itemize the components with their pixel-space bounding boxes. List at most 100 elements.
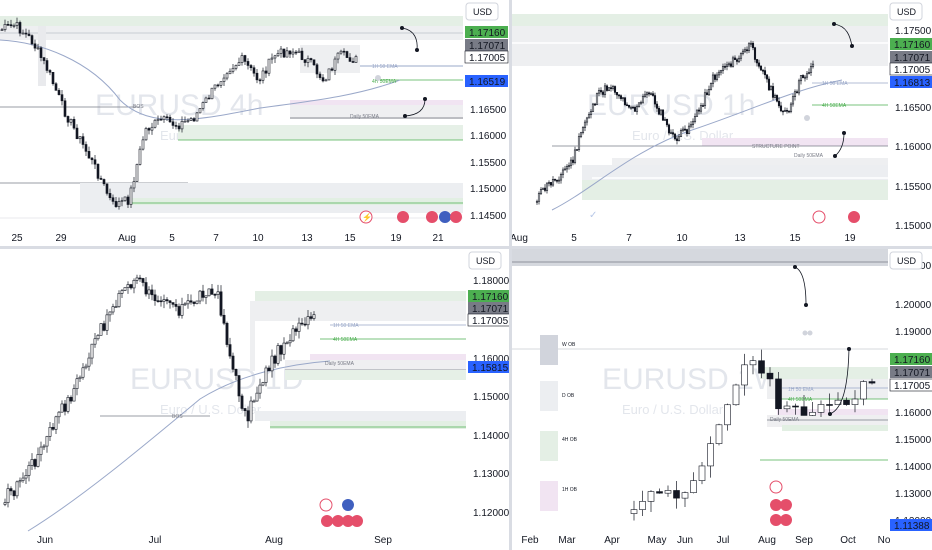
- event-us-flag-icon[interactable]: [770, 514, 782, 526]
- candle-body: [809, 66, 813, 73]
- x-tick-label: 10: [676, 233, 688, 244]
- price-tag-label: 1.11388: [894, 521, 930, 532]
- price-tag-label: 1.16519: [469, 77, 506, 88]
- chart-1w-svg[interactable]: EURUSD 1W Euro / U.S. Dollar W OB D OB 4…: [512, 249, 932, 550]
- event-us-flag-icon[interactable]: [426, 211, 438, 223]
- candle-body: [78, 136, 82, 140]
- price-tag-label: 1.17071: [894, 368, 931, 379]
- candle-body: [267, 367, 271, 372]
- chart-pane-4h[interactable]: EURUSD 4h Euro / U.S. Dollar BOS 1H 50 E…: [0, 0, 509, 246]
- event-us-flag-icon[interactable]: [848, 211, 860, 223]
- event-eu-flag-icon[interactable]: [439, 211, 451, 223]
- candle-body: [213, 84, 217, 89]
- candle-body: [354, 56, 358, 63]
- currency-label[interactable]: USD: [889, 2, 923, 21]
- candle-body: [3, 24, 7, 30]
- candle-body: [195, 112, 199, 122]
- candle-body: [105, 314, 109, 331]
- candle-body: [724, 404, 731, 426]
- price-tag-label: 1.17160: [469, 28, 506, 39]
- candle-body: [93, 338, 97, 345]
- candle-body: [204, 97, 208, 103]
- candle-body: [655, 103, 659, 109]
- candle-body: [240, 55, 244, 63]
- candle-body: [27, 465, 31, 476]
- svg-text:USD: USD: [476, 256, 496, 266]
- candle-body: [135, 164, 139, 182]
- chart-pane-1w[interactable]: EURUSD 1W Euro / U.S. Dollar W OB D OB 4…: [512, 249, 932, 550]
- event-us-flag-icon[interactable]: [770, 499, 782, 511]
- candle-body: [15, 481, 19, 497]
- candle-body: [327, 68, 331, 81]
- candle-body: [6, 488, 10, 503]
- candle-body: [591, 103, 595, 112]
- legend-swatch-4h-ob: [540, 431, 558, 461]
- annotation-4h-ema: 4H 50EMA: [333, 337, 358, 343]
- x-tick-label: Jul: [149, 535, 162, 546]
- candle-body: [741, 364, 748, 386]
- event-us-flag-icon[interactable]: [780, 514, 792, 526]
- candle-body: [264, 70, 268, 74]
- event-eu-flag-icon[interactable]: [342, 499, 354, 511]
- event-us-flag-icon[interactable]: [397, 211, 409, 223]
- event-flash-icon[interactable]: [319, 498, 333, 512]
- candle-body: [171, 121, 175, 126]
- projection-arrow-down: [404, 98, 426, 117]
- pane-divider-horizontal[interactable]: [0, 246, 932, 249]
- x-tick-label: May: [648, 535, 667, 546]
- candle-body: [609, 87, 613, 89]
- candle-body: [783, 405, 791, 410]
- price-tag-label: 1.15815: [472, 363, 509, 374]
- candle-body: [649, 93, 653, 95]
- price-tag-label: 1.17005: [894, 381, 931, 392]
- candle-body: [228, 70, 232, 75]
- candle-body: [123, 287, 127, 291]
- event-flash-icon[interactable]: [769, 480, 783, 494]
- event-flash-icon[interactable]: [812, 210, 826, 224]
- candle-body: [809, 412, 816, 416]
- event-us-flag-icon[interactable]: [342, 515, 354, 527]
- candle-body: [539, 189, 543, 194]
- candle-body: [318, 73, 322, 78]
- candle-body: [605, 85, 609, 91]
- projection-arrow-up: [401, 27, 418, 51]
- candle-body: [741, 50, 745, 54]
- event-us-flag-icon[interactable]: [332, 515, 344, 527]
- candle-body: [766, 372, 774, 380]
- candle-body: [90, 343, 94, 359]
- candle-body: [27, 33, 31, 36]
- candle-body: [765, 74, 769, 80]
- chart-1h-svg[interactable]: EURUSD 1h Euro / U.S. Dollar STRUCTURE P…: [512, 0, 932, 246]
- candle-body: [775, 95, 779, 102]
- candle-body: [775, 378, 782, 410]
- candle-body: [135, 277, 139, 281]
- candle-body: [30, 35, 34, 45]
- chart-pane-1d[interactable]: EURUSD 1D Euro / U.S. Dollar BOS 1H 50 E…: [0, 249, 509, 550]
- currency-label[interactable]: USD: [465, 2, 499, 21]
- event-us-flag-icon[interactable]: [450, 211, 462, 223]
- annotation-4h-ema: 4H 50EMA: [822, 103, 847, 109]
- chart-pane-1h[interactable]: EURUSD 1h Euro / U.S. Dollar STRUCTURE P…: [512, 0, 932, 246]
- candle-body: [613, 86, 617, 93]
- candle-body: [261, 70, 265, 81]
- candle-body: [246, 410, 250, 422]
- chart-1d-svg[interactable]: EURUSD 1D Euro / U.S. Dollar BOS 1H 50 E…: [0, 249, 509, 550]
- candle-body: [330, 68, 334, 71]
- candle-body: [641, 96, 645, 103]
- event-us-flag-icon[interactable]: [780, 499, 792, 511]
- chart-4h-svg[interactable]: EURUSD 4h Euro / U.S. Dollar BOS 1H 50 E…: [0, 0, 509, 246]
- zone-green-bottom: [130, 198, 463, 205]
- candle-body: [535, 200, 539, 203]
- event-flash-icon[interactable]: [359, 210, 373, 224]
- candle-body: [565, 166, 569, 170]
- x-tick-label: 7: [626, 233, 632, 244]
- event-us-flag-icon[interactable]: [321, 515, 333, 527]
- currency-label[interactable]: USD: [468, 251, 502, 270]
- y-tick-label: 1.16500: [470, 105, 507, 116]
- event-us-flag-icon[interactable]: [351, 515, 363, 527]
- candle-body: [807, 72, 811, 75]
- candle-body: [219, 291, 223, 316]
- pane-divider-vertical[interactable]: [509, 0, 512, 550]
- currency-label[interactable]: USD: [889, 251, 923, 270]
- annotation-bos: BOS: [172, 414, 183, 420]
